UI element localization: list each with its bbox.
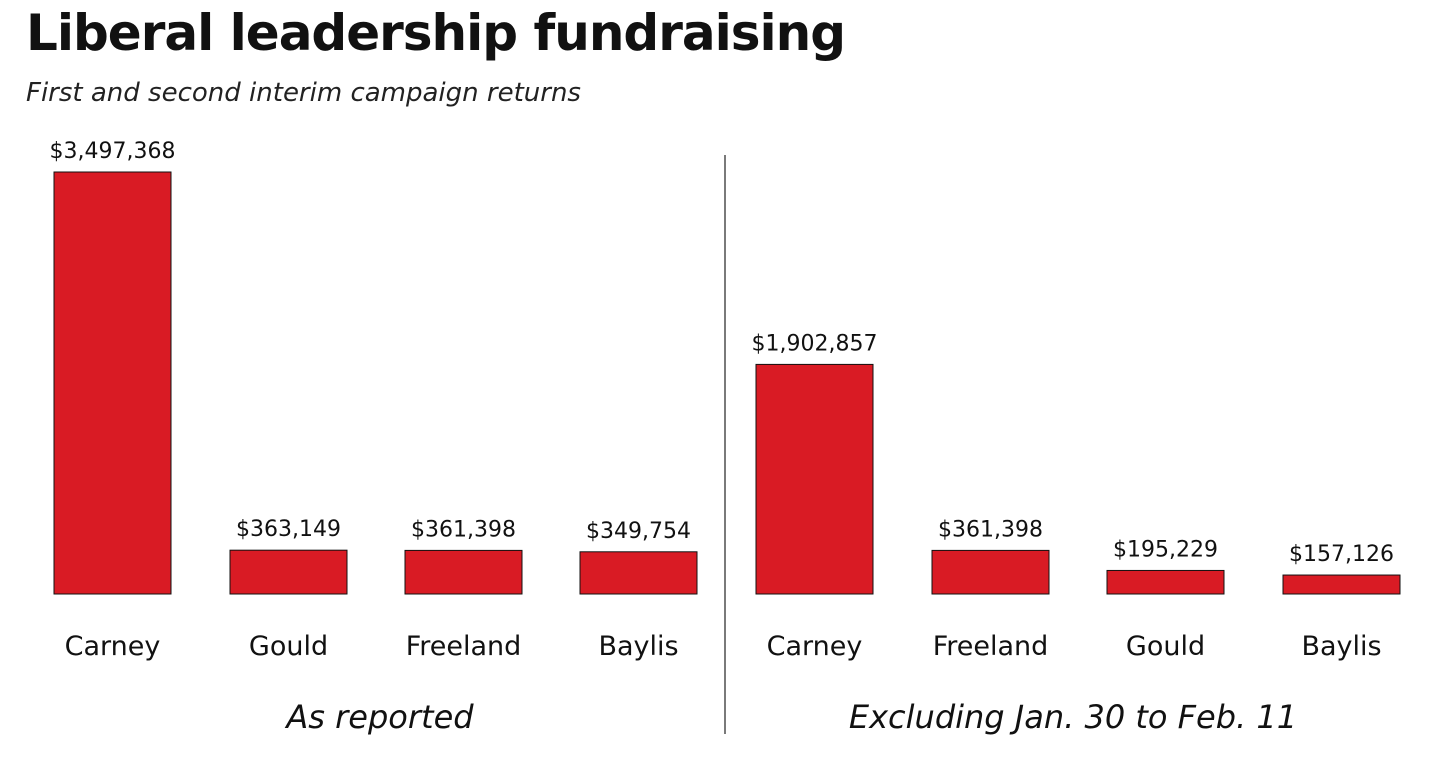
value-label-freeland: $361,398 [411, 517, 516, 542]
category-label-gould: Gould [1126, 631, 1205, 662]
chart-title: Liberal leadership fundraising [26, 4, 846, 62]
value-label-gould: $195,229 [1113, 537, 1218, 562]
value-label-baylis: $349,754 [586, 519, 691, 544]
bar-gould [229, 549, 348, 595]
category-label-freeland: Freeland [933, 631, 1049, 662]
chart-subtitle: First and second interim campaign return… [26, 78, 581, 108]
category-label-carney: Carney [65, 631, 161, 662]
category-label-baylis: Baylis [598, 631, 678, 662]
bar-carney [53, 171, 172, 595]
bar-carney [755, 363, 874, 595]
value-label-carney: $3,497,368 [50, 139, 176, 164]
category-label-gould: Gould [249, 631, 328, 662]
chart-panel-as-reported: $3,497,368 Carney $363,149 Gould $361,398 Fre… [50, 139, 698, 736]
bar-gould [1106, 569, 1225, 595]
category-label-freeland: Freeland [406, 631, 522, 662]
category-label-carney: Carney [767, 631, 863, 662]
value-label-freeland: $361,398 [938, 517, 1043, 542]
bar-baylis [579, 551, 698, 595]
panel-label: As reported [284, 698, 474, 736]
bar-baylis [1282, 574, 1401, 595]
bar-freeland [931, 549, 1050, 595]
value-label-gould: $363,149 [236, 517, 341, 542]
value-label-carney: $1,902,857 [752, 331, 878, 356]
panel-label: Excluding Jan. 30 to Feb. 11 [849, 698, 1297, 736]
chart-panel-excluding-period: $1,902,857 Carney $361,398 Freeland $195,229… [752, 331, 1401, 736]
value-label-baylis: $157,126 [1289, 542, 1394, 567]
bar-freeland [404, 549, 523, 595]
category-label-baylis: Baylis [1301, 631, 1381, 662]
